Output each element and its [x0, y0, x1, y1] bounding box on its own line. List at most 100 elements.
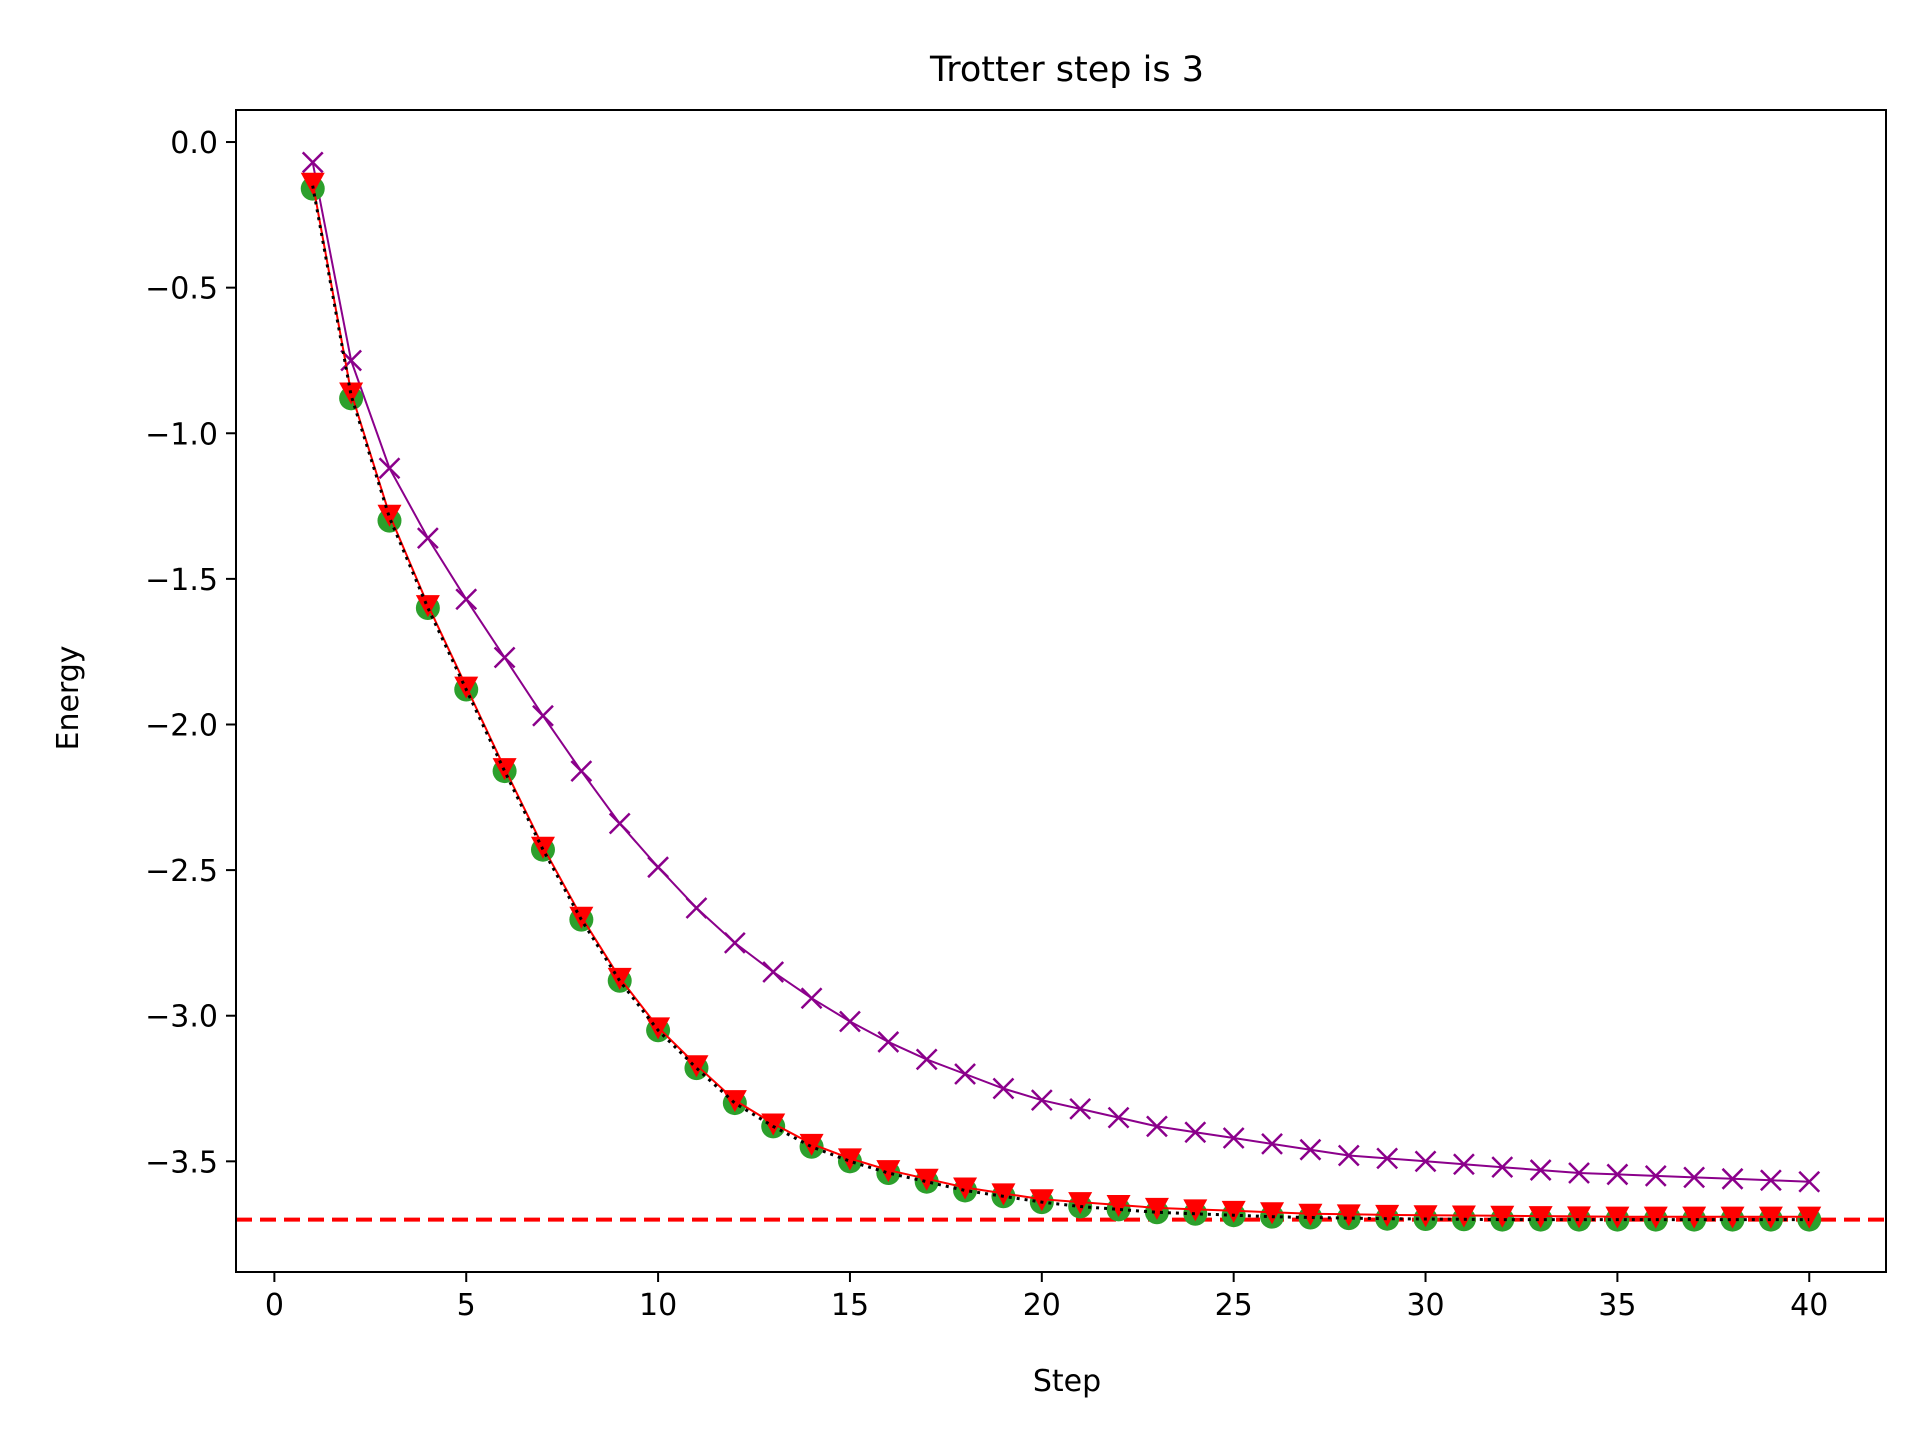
- series-3-point: [1528, 1206, 1553, 1229]
- series-1-point: [685, 897, 708, 919]
- y-tick-label: −1.5: [145, 563, 218, 598]
- series-1-point: [723, 932, 746, 954]
- series-1-point: [532, 704, 554, 727]
- series-3-point: [415, 595, 440, 618]
- series-3-point: [1260, 1202, 1285, 1225]
- series-3-point: [1413, 1205, 1438, 1228]
- series-1-point: [493, 646, 516, 669]
- series-1-point: [1030, 1089, 1053, 1112]
- y-tick-label: 0.0: [170, 126, 218, 161]
- chart-title: Trotter step is 3: [929, 50, 1204, 90]
- y-tick-label: −3.0: [145, 1000, 218, 1035]
- series-1-point: [1299, 1138, 1322, 1161]
- y-tick-label: −2.5: [145, 854, 218, 889]
- series-1-point: [992, 1077, 1015, 1100]
- series-1-point: [1376, 1147, 1399, 1170]
- series-1-point: [301, 151, 324, 174]
- series-3-point: [1490, 1205, 1515, 1228]
- x-tick-label: 20: [1023, 1288, 1061, 1323]
- series-3-point: [377, 504, 402, 527]
- axes-frame: [235, 109, 1887, 1273]
- series-1-point: [1184, 1121, 1207, 1144]
- series-3-point: [1221, 1200, 1246, 1223]
- x-tick-label: 30: [1406, 1288, 1444, 1323]
- series-1-point: [915, 1048, 938, 1071]
- y-axis-label: Energy: [51, 645, 86, 750]
- x-tick-label: 0: [265, 1288, 284, 1323]
- axes: 0 5 10 15 20 25 30 35 40 0.0 −0.5 −1.0 −1.5 −2.0 −2.5 −…: [145, 109, 1887, 1323]
- series-1-point: [1798, 1170, 1821, 1193]
- series-3-point: [1682, 1206, 1707, 1229]
- series-1-point: [1568, 1162, 1590, 1184]
- series-3-point: [953, 1177, 978, 1200]
- series-3-point: [1375, 1204, 1400, 1227]
- series-3-point: [1605, 1206, 1630, 1229]
- x-tick-label: 10: [639, 1288, 677, 1323]
- series-3-point: [1643, 1206, 1668, 1229]
- series-1-point: [1759, 1169, 1782, 1192]
- series-1-point: [1491, 1156, 1514, 1179]
- series-1-point: [800, 987, 823, 1010]
- x-tick-label: 35: [1598, 1288, 1636, 1323]
- series-1-point: [1606, 1163, 1629, 1186]
- x-axis-label: Step: [1033, 1364, 1101, 1399]
- series-3-point: [1029, 1189, 1054, 1212]
- series-3-point: [837, 1148, 862, 1171]
- y-tick-label: −0.5: [145, 272, 218, 307]
- series-3-point: [1797, 1206, 1822, 1229]
- series-3-point: [1567, 1206, 1592, 1229]
- series-3-point: [1451, 1205, 1476, 1228]
- series-3-point: [1144, 1197, 1169, 1220]
- x-tick-label: 25: [1215, 1288, 1253, 1323]
- y-tick-label: −3.5: [145, 1145, 218, 1180]
- series-1-point: [1414, 1150, 1437, 1173]
- series-1-line: [311, 162, 1810, 1183]
- series-1-point: [1644, 1165, 1667, 1187]
- series-3-point: [1106, 1195, 1131, 1218]
- series-1-point: [570, 760, 593, 782]
- series-1-point: [1337, 1144, 1360, 1167]
- series-1-point: [839, 1010, 861, 1033]
- series-1-point: [1683, 1166, 1706, 1189]
- series-3-point: [876, 1160, 901, 1183]
- series-1-point: [1146, 1115, 1168, 1138]
- series-3-point: [1183, 1199, 1208, 1222]
- series-1-point: [1222, 1127, 1245, 1149]
- series-1-point: [416, 527, 439, 549]
- series-1-point: [647, 856, 669, 879]
- series-1-point: [954, 1063, 976, 1085]
- plot-area: [236, 151, 1886, 1232]
- series-3-point: [454, 676, 479, 699]
- series-1-point: [1529, 1159, 1552, 1181]
- series-3-point: [1336, 1204, 1361, 1227]
- series-3-point: [1720, 1206, 1745, 1229]
- series-1-point: [608, 812, 631, 835]
- series-1-point: [1261, 1132, 1283, 1155]
- x-tick-label: 15: [831, 1288, 869, 1323]
- series-3-point: [799, 1133, 824, 1156]
- series-1-point: [877, 1031, 900, 1053]
- series-1-point: [378, 457, 401, 480]
- series-3-point: [1758, 1206, 1783, 1229]
- y-tick-label: −2.0: [145, 708, 218, 743]
- series-3-point: [1068, 1192, 1093, 1215]
- series-1-point: [455, 588, 478, 611]
- series-3-point: [991, 1183, 1016, 1206]
- series-1-point: [762, 961, 785, 983]
- y-tick-label: −1.0: [145, 417, 218, 452]
- series-3-point: [339, 382, 364, 405]
- series-1-point: [1107, 1106, 1130, 1129]
- series-1-point: [1069, 1098, 1092, 1120]
- x-tick-label: 5: [457, 1288, 476, 1323]
- series-4-line: [311, 185, 1810, 1222]
- series-3-point: [761, 1113, 786, 1136]
- series-1-point: [1453, 1153, 1475, 1176]
- plot-content: [236, 151, 1886, 1232]
- series-3-point: [914, 1168, 939, 1191]
- series-3-point: [300, 172, 325, 195]
- series-3-point: [1298, 1203, 1323, 1226]
- x-tick-label: 40: [1790, 1288, 1828, 1323]
